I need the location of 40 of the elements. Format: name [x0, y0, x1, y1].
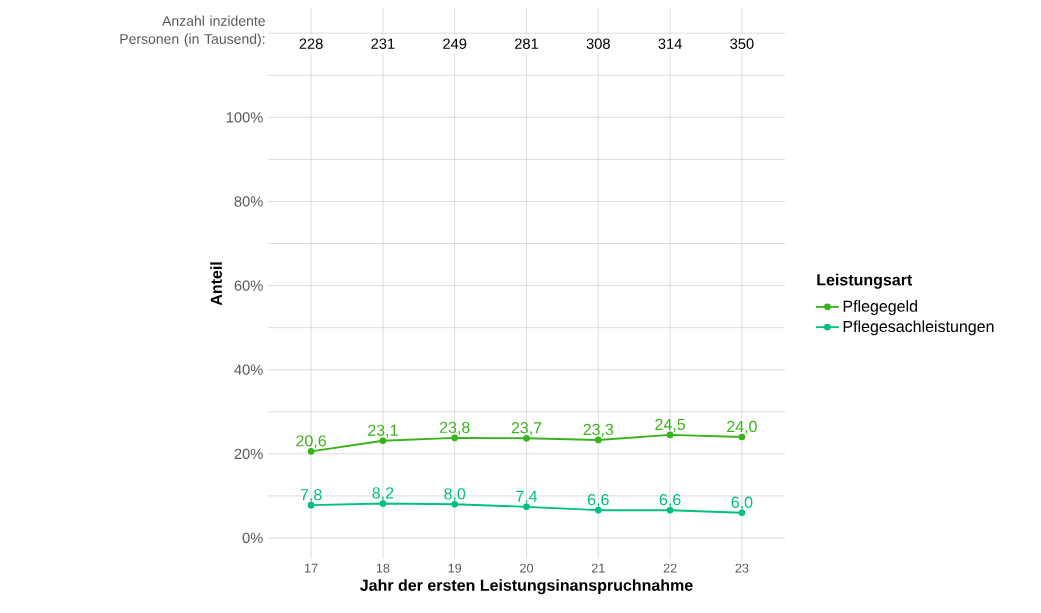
data-label: 6,6: [588, 494, 609, 508]
x-tick-label: 19: [448, 563, 462, 573]
y-tick-label: 40%: [234, 364, 263, 375]
x-tick-label: 20: [520, 563, 534, 573]
annotation: 350: [730, 38, 754, 49]
legend-label: Pflegegeld: [843, 300, 917, 316]
data-label: 8,2: [372, 487, 394, 501]
x-tick-label: 17: [305, 563, 318, 573]
x-tick-label: 22: [663, 563, 677, 573]
annotation: 308: [586, 38, 610, 49]
data-label: 23,3: [583, 423, 614, 438]
data-label: 24,0: [727, 420, 757, 435]
y-tick-label: 20%: [234, 448, 263, 460]
data-label: 24,5: [655, 418, 685, 432]
annotation: 228: [299, 38, 323, 49]
x-tick-label: 23: [735, 563, 749, 573]
annotation: 281: [515, 38, 539, 49]
y-tick-label: 80%: [234, 196, 263, 207]
y-axis-title: Anteil: [210, 262, 222, 306]
text: Anzahl inzidente Personen (in Tausend):: [120, 15, 265, 47]
data-label: 8,0: [444, 488, 466, 502]
annotation: 314: [658, 38, 682, 49]
data-label: 20,6: [296, 435, 326, 449]
data-label: 7,8: [300, 489, 322, 503]
y-tick-label: 100%: [226, 112, 263, 123]
data-label: 6,6: [659, 494, 681, 508]
legend-label: Pflegesachleistungen: [843, 320, 994, 336]
annotation: 231: [371, 38, 395, 49]
x-tick-label: 21: [591, 563, 605, 573]
y-tick-label: 0%: [242, 532, 263, 544]
x-axis-title: Jahr der ersten Leistungsinanspruchnahme: [360, 579, 693, 595]
x-tick-label: 18: [376, 563, 390, 573]
legend-title: Leistungsart: [817, 273, 913, 289]
y-tick-label: 60%: [234, 280, 263, 291]
annotation: 249: [443, 38, 467, 49]
data-label: 23,7: [511, 422, 542, 436]
data-label: 7,4: [516, 490, 538, 504]
data-label: 23,8: [439, 421, 470, 435]
data-label: 23,1: [368, 424, 398, 438]
data-label: 6,0: [731, 496, 753, 510]
